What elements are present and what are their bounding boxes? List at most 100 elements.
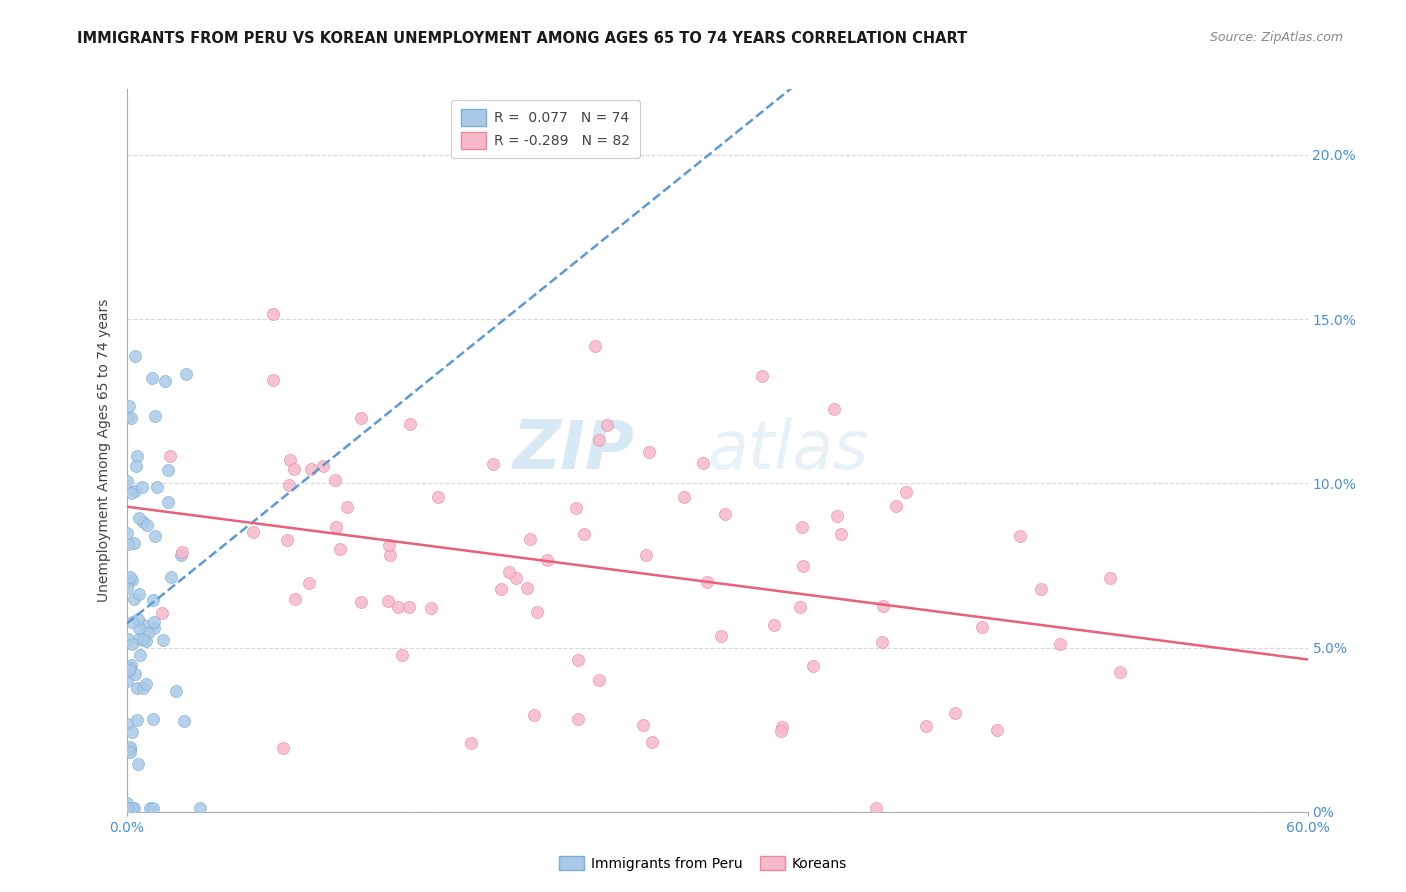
Point <box>329 541 352 556</box>
Point <box>276 533 298 547</box>
Point <box>117 574 139 589</box>
Point <box>118 399 141 413</box>
Point <box>127 449 149 463</box>
Point <box>825 508 848 523</box>
Point <box>115 796 138 810</box>
Point <box>350 411 373 425</box>
Text: atlas: atlas <box>707 417 869 483</box>
Point <box>132 618 155 632</box>
Point <box>914 719 936 733</box>
Point <box>673 490 696 504</box>
Point <box>872 599 894 614</box>
Point <box>481 457 503 471</box>
Point <box>641 735 664 749</box>
Point <box>262 373 284 387</box>
Point <box>505 571 527 585</box>
Point <box>596 418 619 433</box>
Point <box>283 462 305 476</box>
Point <box>173 714 195 728</box>
Point <box>117 537 139 551</box>
Point <box>157 463 180 477</box>
Point <box>865 801 887 815</box>
Point <box>943 706 966 720</box>
Point <box>692 456 714 470</box>
Point <box>115 674 138 689</box>
Point <box>138 801 160 815</box>
Point <box>135 634 157 648</box>
Point <box>141 371 163 385</box>
Point <box>427 490 450 504</box>
Point <box>696 575 718 590</box>
Point <box>120 658 142 673</box>
Point <box>526 605 548 619</box>
Point <box>713 507 735 521</box>
Point <box>128 587 150 601</box>
Point <box>143 529 166 543</box>
Point <box>391 648 413 662</box>
Point <box>128 511 150 525</box>
Point <box>763 618 786 632</box>
Point <box>127 612 149 626</box>
Point <box>122 536 145 550</box>
Point <box>117 801 139 815</box>
Point <box>298 576 321 591</box>
Point <box>830 526 852 541</box>
Point <box>136 626 159 640</box>
Point <box>1099 571 1122 585</box>
Point <box>174 367 197 381</box>
Point <box>284 592 307 607</box>
Legend: R =  0.077   N = 74, R = -0.289   N = 82: R = 0.077 N = 74, R = -0.289 N = 82 <box>451 100 640 158</box>
Point <box>323 473 346 487</box>
Point <box>120 486 142 500</box>
Point <box>125 681 148 695</box>
Point <box>117 632 139 647</box>
Point <box>117 801 139 815</box>
Point <box>377 594 399 608</box>
Point <box>124 667 146 681</box>
Point <box>152 633 174 648</box>
Point <box>121 801 143 815</box>
Legend: Immigrants from Peru, Koreans: Immigrants from Peru, Koreans <box>554 850 852 876</box>
Point <box>588 433 610 447</box>
Point <box>637 445 659 459</box>
Point <box>312 459 335 474</box>
Point <box>271 740 294 755</box>
Point <box>135 517 157 532</box>
Point <box>120 411 142 425</box>
Point <box>165 684 187 698</box>
Point <box>121 574 143 588</box>
Point <box>118 664 141 678</box>
Point <box>172 545 194 559</box>
Point <box>121 615 143 630</box>
Point <box>125 459 148 474</box>
Point <box>567 652 589 666</box>
Point <box>143 615 166 630</box>
Point <box>159 569 181 583</box>
Point <box>120 742 142 756</box>
Point <box>498 565 520 579</box>
Point <box>159 449 181 463</box>
Point <box>567 712 589 726</box>
Point <box>128 621 150 635</box>
Point <box>120 745 142 759</box>
Point <box>188 801 211 815</box>
Text: IMMIGRANTS FROM PERU VS KOREAN UNEMPLOYMENT AMONG AGES 65 TO 74 YEARS CORRELATIO: IMMIGRANTS FROM PERU VS KOREAN UNEMPLOYM… <box>77 31 967 46</box>
Point <box>117 410 139 425</box>
Y-axis label: Unemployment Among Ages 65 to 74 years: Unemployment Among Ages 65 to 74 years <box>97 299 111 602</box>
Point <box>299 462 322 476</box>
Point <box>823 401 845 416</box>
Point <box>519 532 541 546</box>
Point <box>155 374 177 388</box>
Point <box>142 801 165 815</box>
Point <box>120 740 142 755</box>
Point <box>1029 582 1052 596</box>
Text: Source: ZipAtlas.com: Source: ZipAtlas.com <box>1209 31 1343 45</box>
Point <box>516 581 538 595</box>
Point <box>131 480 153 494</box>
Point <box>242 525 264 540</box>
Point <box>792 558 814 573</box>
Point <box>636 548 658 562</box>
Point <box>124 591 146 606</box>
Point <box>986 723 1008 737</box>
Point <box>970 620 993 634</box>
